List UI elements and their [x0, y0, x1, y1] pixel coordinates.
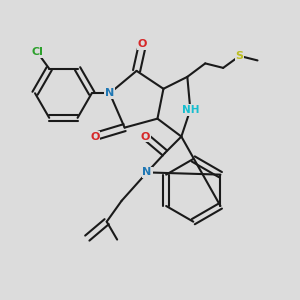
Text: O: O: [90, 132, 99, 142]
Text: N: N: [105, 88, 114, 98]
Text: N: N: [142, 167, 152, 177]
Text: O: O: [138, 39, 147, 49]
Text: O: O: [141, 132, 150, 142]
Text: Cl: Cl: [31, 47, 43, 57]
Text: S: S: [236, 51, 244, 61]
Text: NH: NH: [182, 105, 199, 115]
